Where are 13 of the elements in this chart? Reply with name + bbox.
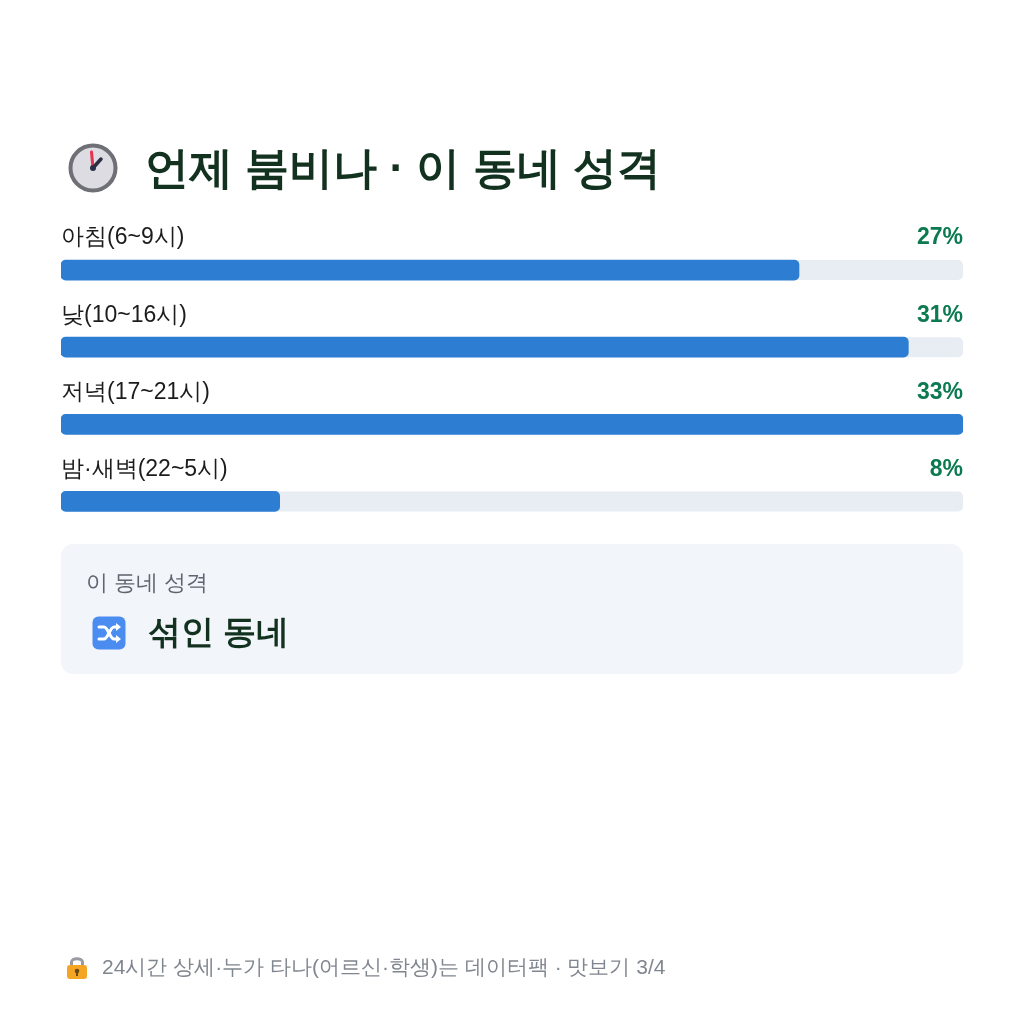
text: 이 동네 성격	[86, 569, 209, 597]
data-label: 31%	[916, 300, 963, 327]
data-label: 8%	[929, 454, 963, 481]
text: 섞인 동네	[148, 612, 290, 652]
bar	[61, 491, 280, 512]
data-label: 27%	[916, 223, 963, 250]
y-tick-label: 저녁(17~21시)	[61, 377, 210, 404]
data-label: 33%	[916, 377, 963, 404]
chart-title: 언제 붐비나 · 이 동네 성격	[145, 141, 661, 194]
y-tick-label: 낮(10~16시)	[61, 300, 187, 327]
y-tick-label: 아침(6~9시)	[61, 223, 185, 250]
text: 24시간 상세·누가 타나(어르신·학생)는 데이터팩 · 맛보기 3/4	[102, 954, 666, 980]
y-tick-label: 밤·새벽(22~5시)	[61, 454, 228, 481]
